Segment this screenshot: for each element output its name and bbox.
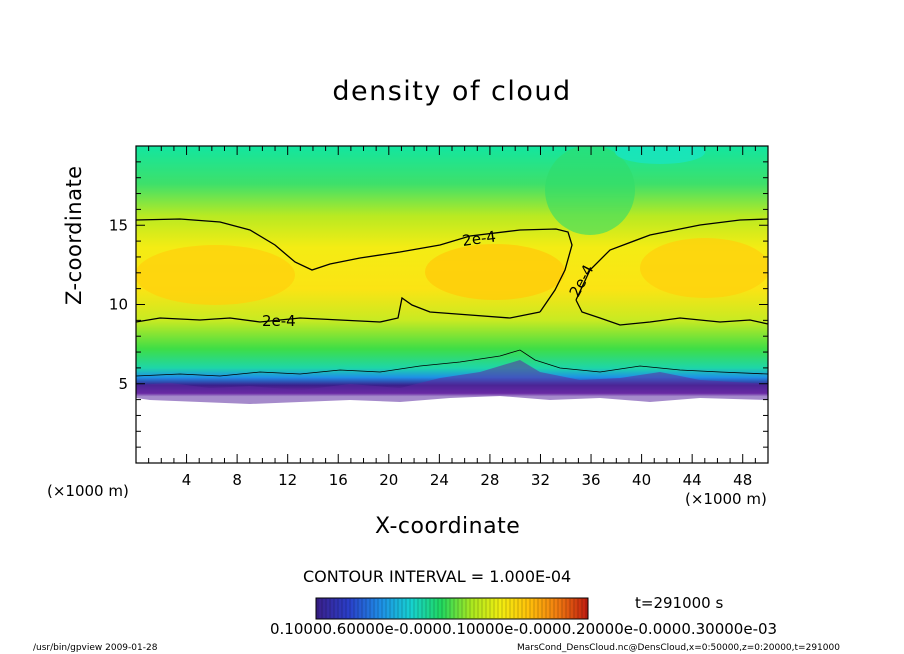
cloud-base-fringe (136, 360, 768, 404)
contour-2e-4-upper (136, 218, 573, 313)
time-label: t=291000 s (635, 594, 724, 612)
cyan-top (615, 146, 705, 164)
core-blob-center (425, 244, 565, 300)
colorbar-stripes (317, 599, 587, 618)
field-background (136, 146, 768, 463)
x-tick-label: 48 (733, 471, 752, 489)
x-tick-label: 40 (632, 471, 651, 489)
contour-1e-4 (136, 349, 768, 377)
core-blob-left (136, 245, 295, 305)
green-gap (545, 146, 635, 235)
x-tick-label: 20 (379, 471, 398, 489)
density-field (136, 146, 768, 463)
x-tick-label: 16 (329, 471, 348, 489)
y-axis-label: Z-coordinate (62, 165, 86, 305)
colorbar (315, 597, 589, 620)
contour-label: 2e-4 (262, 312, 296, 330)
x-tick-label: 4 (182, 471, 192, 489)
contour-2e-4-lower (136, 296, 541, 323)
y-axis-ticks: 5 10 15 (109, 161, 768, 448)
x-tick-label: 44 (683, 471, 702, 489)
x-tick-label: 36 (581, 471, 600, 489)
footer-left: /usr/bin/gpview 2009-01-28 (33, 643, 158, 653)
x-axis-ticks: 4 8 12 16 20 24 28 32 36 40 44 48 (148, 146, 756, 489)
x-unit-right: (×1000 m) (685, 490, 767, 508)
y-tick-label: 5 (118, 375, 128, 393)
footer-right: MarsCond_DensCloud.nc@DensCloud,x=0:5000… (517, 643, 840, 653)
y-tick-label: 15 (109, 216, 128, 234)
x-tick-label: 32 (531, 471, 550, 489)
contour-2e-4-right (575, 218, 768, 326)
contour-label: 2e-4 (461, 227, 497, 250)
chart-title: density of cloud (332, 76, 572, 107)
x-tick-label: 8 (232, 471, 242, 489)
x-axis-label: X-coordinate (375, 514, 521, 539)
x-tick-label: 24 (430, 471, 449, 489)
y-tick-label: 10 (109, 296, 128, 314)
contour-lines (136, 218, 768, 377)
x-tick-label: 12 (278, 471, 297, 489)
core-blob-right (640, 238, 768, 298)
x-tick-label: 28 (480, 471, 499, 489)
contour-interval-text: CONTOUR INTERVAL = 1.000E-04 (303, 567, 572, 586)
x-unit-left: (×1000 m) (47, 482, 129, 500)
colorbar-tick-labels: 0.10000.60000e-0.0000.10000e-0.0000.2000… (270, 620, 778, 638)
